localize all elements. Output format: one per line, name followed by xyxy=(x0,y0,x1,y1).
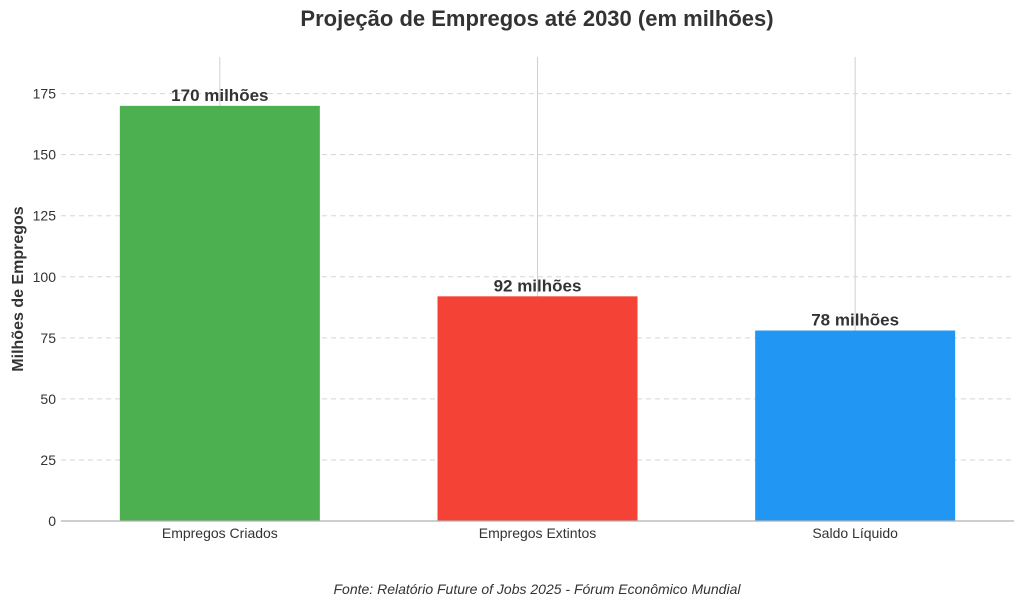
data-label: 170 milhões xyxy=(171,86,268,105)
bar xyxy=(437,296,638,521)
y-tick-label: 25 xyxy=(40,452,56,468)
y-tick-label: 75 xyxy=(40,330,56,346)
bar xyxy=(119,105,320,521)
data-label: 92 milhões xyxy=(494,276,582,295)
x-tick-label: Empregos Criados xyxy=(162,525,278,541)
y-tick-label: 100 xyxy=(33,269,57,285)
bars xyxy=(119,105,956,521)
x-tick-label: Saldo Líquido xyxy=(812,525,898,541)
axes: 0 25 50 75 100 125 150 175 Empregos Criados Empre… xyxy=(33,86,1014,541)
y-tick-label: 50 xyxy=(40,391,56,407)
y-axis-label: Milhões de Empregos xyxy=(10,206,27,371)
x-tick-label: Empregos Extintos xyxy=(479,525,597,541)
data-label: 78 milhões xyxy=(811,311,899,330)
bar xyxy=(755,330,956,521)
source-note: Fonte: Relatório Future of Jobs 2025 - F… xyxy=(333,581,741,597)
chart-title: Projeção de Empregos até 2030 (em milhõe… xyxy=(300,6,774,31)
y-tick-label: 0 xyxy=(48,513,56,529)
y-tick-label: 175 xyxy=(33,86,57,102)
y-tick-label: 150 xyxy=(33,147,57,163)
data-labels: 170 milhões 92 milhões 78 milhões xyxy=(171,86,899,330)
y-tick-label: 125 xyxy=(33,208,57,224)
